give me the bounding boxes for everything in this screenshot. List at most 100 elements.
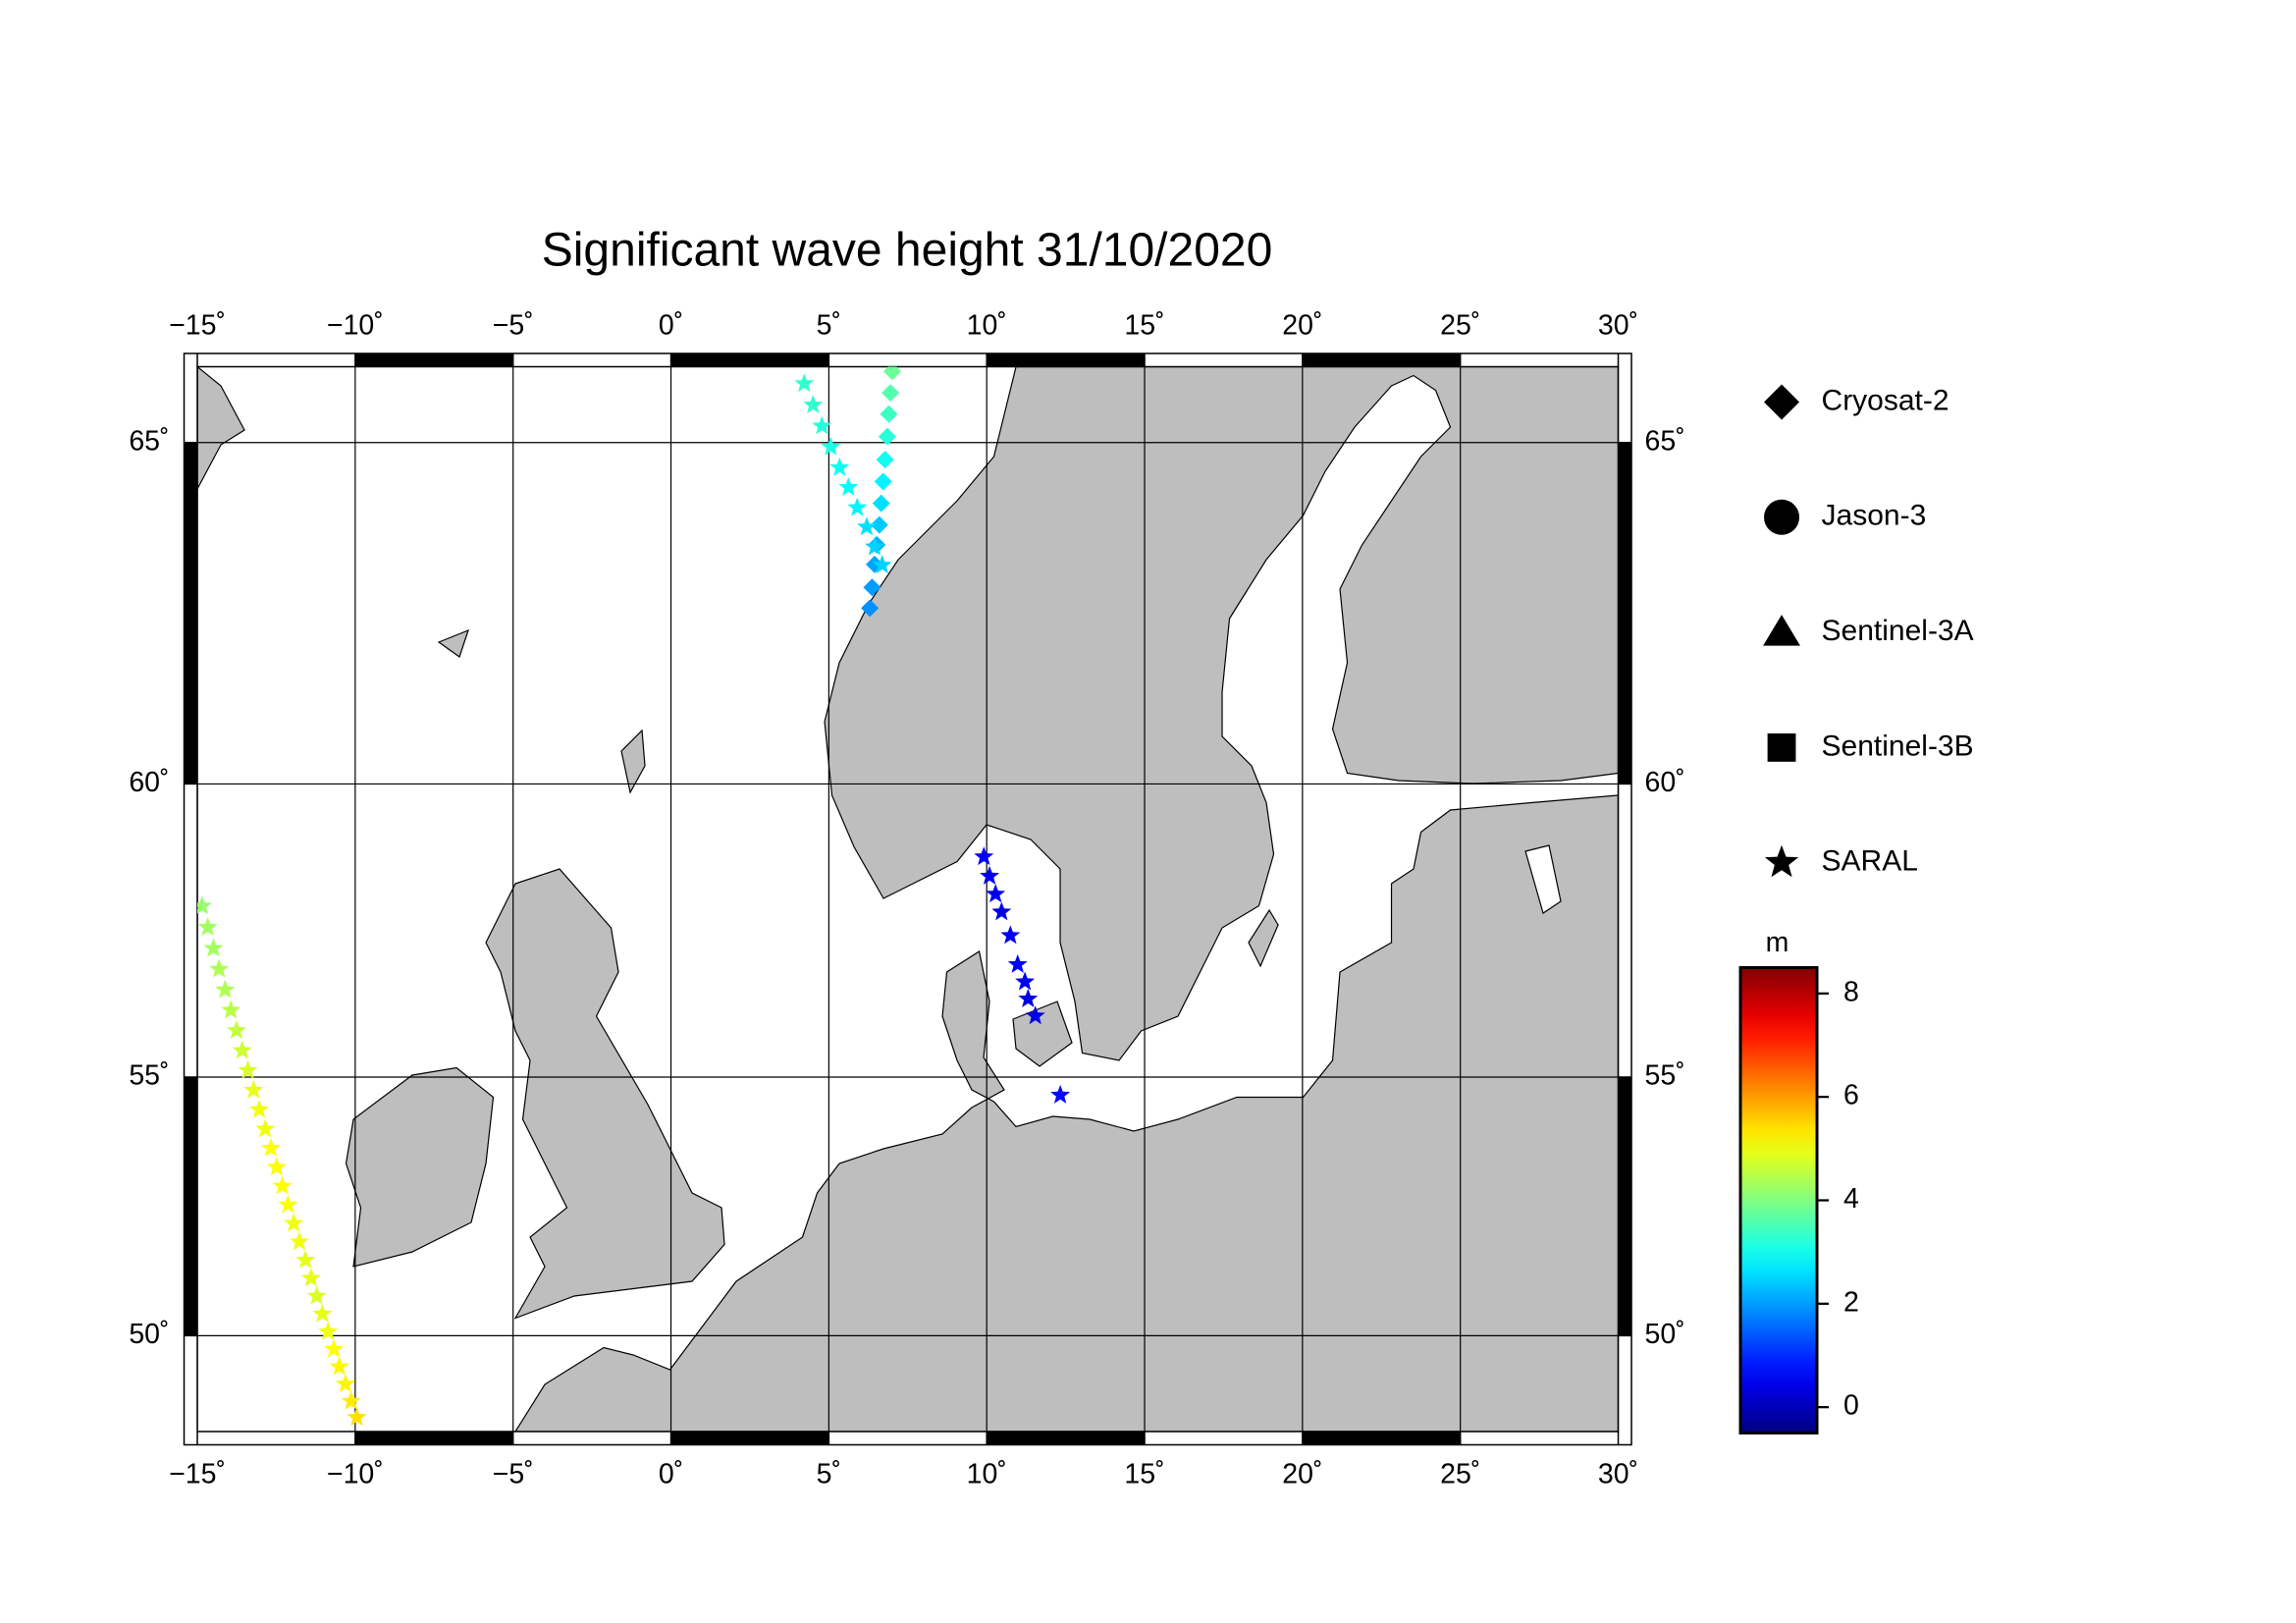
x-tick-label: 30˚: [1598, 310, 1638, 342]
data-point: [221, 1000, 241, 1019]
legend: Cryosat-2 Jason-3 Sentinel-3A Sentinel-3B SA…: [1763, 384, 1974, 878]
x-tick-label: 10˚: [967, 1459, 1007, 1490]
data-point: [347, 1407, 367, 1427]
y-tick-label: 55˚: [129, 1060, 169, 1092]
data-point: [306, 1285, 327, 1305]
y-tick-label: 60˚: [129, 767, 169, 798]
data-point: [312, 1303, 333, 1323]
data-point: [226, 1020, 246, 1040]
colorbar-tick-label: 8: [1843, 976, 1859, 1007]
legend-marker: [1764, 844, 1799, 878]
x-tick-label: −15˚: [169, 310, 226, 342]
x-tick-label: −10˚: [327, 1459, 384, 1490]
data-point: [883, 366, 902, 381]
frame-bar: [670, 353, 829, 367]
data-point: [865, 536, 884, 556]
data-point: [266, 1157, 287, 1176]
x-tick-label: 10˚: [967, 310, 1007, 342]
data-point: [1018, 988, 1039, 1007]
land: [1524, 844, 1562, 914]
y-tick-label: 55˚: [1645, 1060, 1685, 1092]
data-point: [870, 515, 888, 534]
x-tick-label: 5˚: [817, 1459, 841, 1490]
legend-label: Jason-3: [1822, 500, 1927, 532]
x-tick-label: 20˚: [1282, 310, 1322, 342]
data-point: [1025, 1005, 1045, 1025]
x-tick-label: 25˚: [1440, 310, 1480, 342]
data-point: [209, 958, 230, 978]
data-point: [243, 1079, 264, 1099]
x-tick-label: 0˚: [659, 1459, 683, 1490]
x-tick-label: 0˚: [659, 310, 683, 342]
legend-label: SARAL: [1822, 845, 1918, 878]
land: [345, 1066, 495, 1268]
data-point: [991, 901, 1012, 921]
data-point: [980, 865, 1000, 885]
frame-inner: [196, 365, 1620, 1433]
land: [437, 628, 470, 658]
data-point: [974, 846, 994, 866]
colorbar-unit: m: [1766, 927, 1789, 958]
land: [620, 729, 646, 794]
data-point: [232, 1040, 252, 1059]
data-point: [863, 578, 881, 597]
frame-bar: [670, 1432, 829, 1445]
map-title: Significant wave height 31/10/2020: [542, 225, 1273, 277]
legend-marker: [1764, 384, 1800, 420]
y-tick-label: 60˚: [1645, 767, 1685, 798]
colorbar: m 0 2 4 6 8: [1738, 927, 1859, 1434]
x-tick-label: −10˚: [327, 310, 384, 342]
y-tick-label: 65˚: [129, 425, 169, 457]
data-point: [335, 1374, 355, 1393]
data-point: [838, 476, 859, 496]
colorbar-tick-label: 0: [1843, 1390, 1859, 1422]
frame-bar: [987, 353, 1146, 367]
data-point: [289, 1231, 309, 1251]
land: [485, 868, 725, 1320]
land: [514, 794, 1619, 1432]
data-point: [1007, 953, 1028, 973]
data-point: [829, 457, 850, 476]
data-point: [215, 979, 236, 999]
data-point: [878, 427, 896, 446]
data-point: [881, 384, 900, 403]
grid-layer: [196, 366, 1620, 1432]
x-tick-label: 5˚: [817, 310, 841, 342]
data-point: [272, 1175, 293, 1195]
x-tick-label: 20˚: [1282, 1459, 1322, 1490]
colorbar-tick-label: 2: [1843, 1286, 1859, 1318]
land: [1012, 1001, 1073, 1067]
y-tick-label: 65˚: [1645, 425, 1685, 457]
data-point: [1050, 1084, 1071, 1104]
x-tick-label: 15˚: [1124, 1459, 1164, 1490]
frame: −15˚ −15˚ −10˚ −10˚ −5˚ −5˚ 0˚ 0˚ 5˚ 5˚ 10˚ 10˚ 15˚ 1…: [129, 310, 1684, 1490]
data-point: [794, 373, 815, 393]
land: [197, 366, 245, 490]
data-point: [872, 494, 890, 513]
frame-bar: [1302, 353, 1461, 367]
legend-label: Cryosat-2: [1822, 384, 1949, 416]
x-tick-label: 15˚: [1124, 310, 1164, 342]
data-point: [812, 415, 832, 435]
data-point: [255, 1118, 276, 1138]
data-point: [803, 394, 824, 413]
frame-bar: [354, 353, 513, 367]
data-point: [249, 1099, 270, 1118]
x-tick-label: 30˚: [1598, 1459, 1638, 1490]
land-layer: [197, 366, 1619, 1432]
colorbar-tick-label: 6: [1843, 1080, 1859, 1111]
frame-bar: [1618, 442, 1632, 784]
legend-marker: [1767, 733, 1796, 762]
data-point: [876, 451, 894, 469]
colorbar-tick-label: 4: [1843, 1183, 1859, 1215]
colorbar-ramp: [1738, 966, 1819, 1434]
frame-bar: [1302, 1432, 1461, 1445]
data-point: [197, 895, 212, 915]
legend-marker: [1763, 615, 1800, 646]
data-point: [874, 472, 892, 491]
data-point: [329, 1356, 349, 1376]
x-tick-label: −5˚: [493, 310, 534, 342]
frame-outer: [183, 352, 1632, 1446]
data-point: [880, 405, 898, 423]
